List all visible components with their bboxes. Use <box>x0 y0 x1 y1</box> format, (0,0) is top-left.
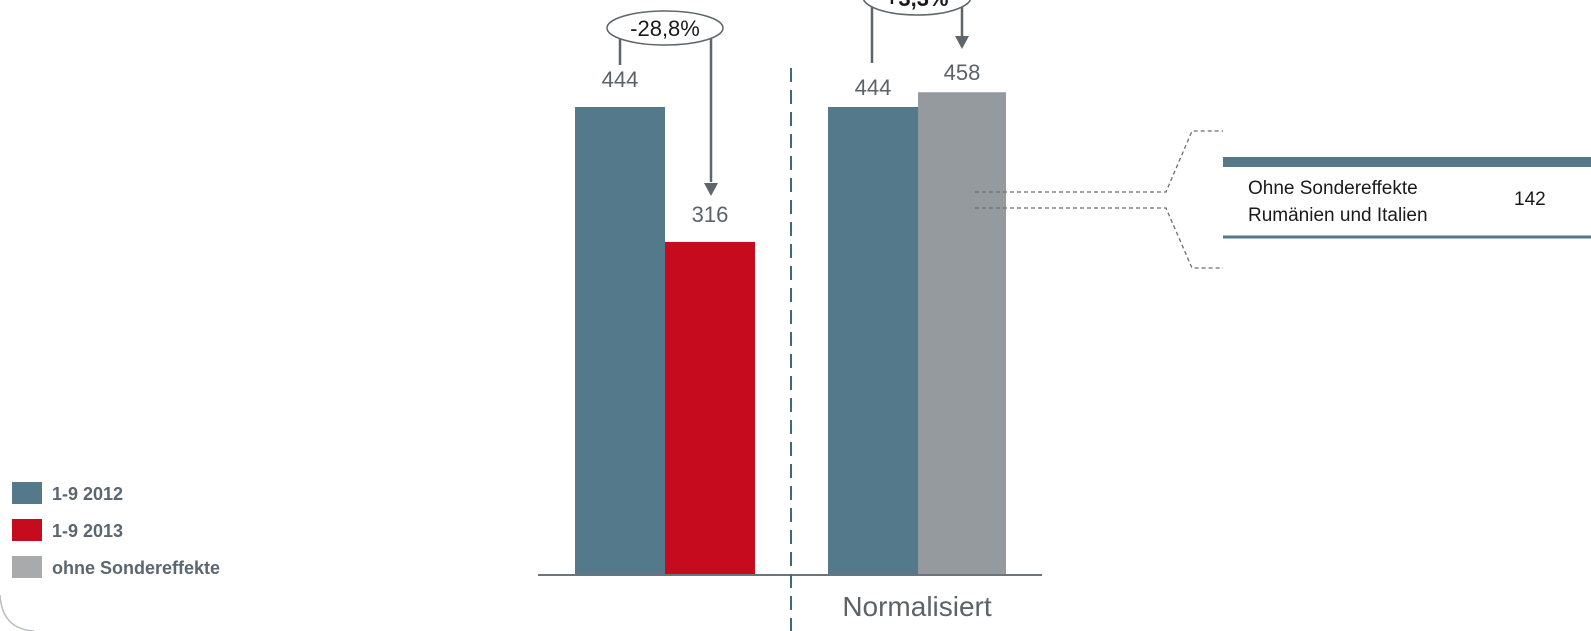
legend: 1-9 2012 1-9 2013 ohne Sondereffekte <box>12 482 312 593</box>
annotation-bubble <box>862 0 972 16</box>
data-label: 458 <box>944 60 981 85</box>
data-label: 316 <box>692 202 729 227</box>
legend-swatch-ohne-sondereffekte <box>12 556 42 578</box>
annotation-label: +3,3% <box>886 0 949 11</box>
callout-value: 142 <box>1514 189 1546 210</box>
callout-connector <box>975 130 1223 193</box>
annotation-arrow-head <box>955 36 969 49</box>
legend-swatch-2013 <box>12 519 42 541</box>
slide-corner-arc <box>0 594 35 631</box>
legend-label-ohne-sondereffekte: ohne Sondereffekte <box>52 558 221 578</box>
callout-top-rule <box>1223 157 1591 167</box>
legend-label-2013: 1-9 2013 <box>52 521 124 541</box>
annotation-arrow-line <box>870 0 964 63</box>
category-label-normalisiert: Normalisiert <box>842 591 992 622</box>
legend-swatch-2012 <box>12 482 42 504</box>
callout-line-2: Rumänien und Italien <box>1248 205 1428 226</box>
annotation-label: -28,8% <box>630 16 700 41</box>
bar-2012-normalisiert <box>828 107 918 575</box>
legend-item-2012: 1-9 2012 <box>12 482 312 519</box>
callout-text: Ohne Sondereffekte Rumänien und Italien <box>1248 175 1428 229</box>
legend-item-ohne-sondereffekte: ohne Sondereffekte <box>12 556 312 593</box>
bar-ohne-sondereffekte-normalisiert <box>918 92 1006 576</box>
data-label: 444 <box>602 67 639 92</box>
bar-2012-total <box>575 107 665 575</box>
callout-line-1: Ohne Sondereffekte <box>1248 178 1418 199</box>
legend-label-2012: 1-9 2012 <box>52 484 124 504</box>
annotation-arrow-head <box>704 183 718 196</box>
data-label: 444 <box>855 75 892 100</box>
callout-connector <box>975 207 1223 269</box>
annotation-bubble <box>606 10 724 46</box>
legend-item-2013: 1-9 2013 <box>12 519 312 556</box>
bar-2013-total <box>665 241 755 575</box>
